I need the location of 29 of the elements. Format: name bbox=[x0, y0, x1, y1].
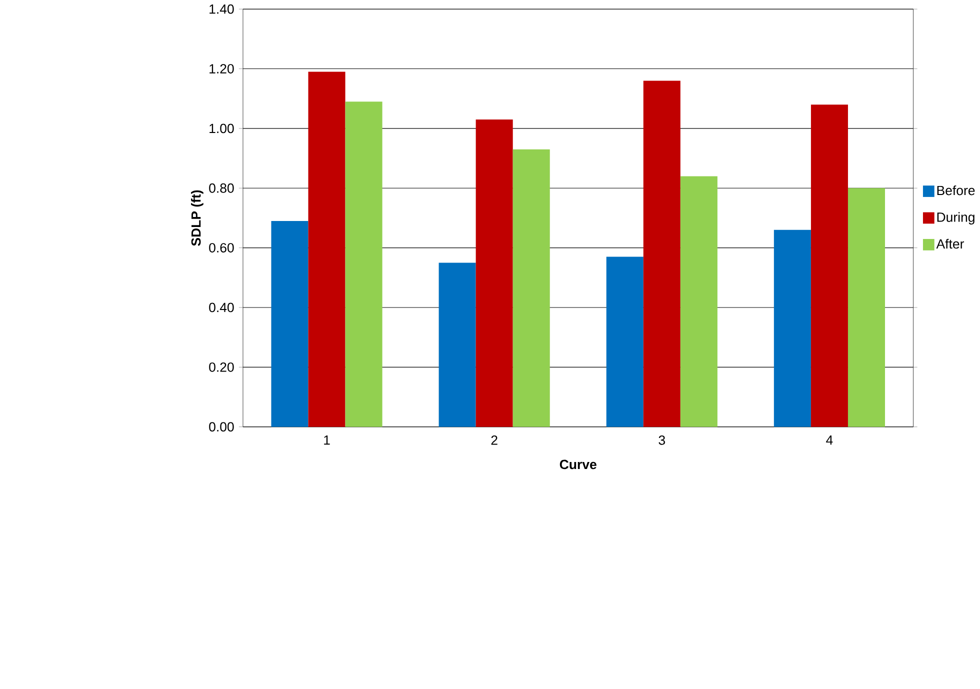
bar bbox=[810, 104, 848, 427]
y-tick-label: 1.00 bbox=[210, 124, 234, 133]
bar bbox=[476, 119, 513, 427]
x-tick-label: 3 bbox=[658, 435, 665, 445]
bar bbox=[271, 220, 308, 427]
x-axis-title: Curve bbox=[560, 460, 596, 469]
bar bbox=[512, 149, 550, 427]
y-tick-label: 1.20 bbox=[210, 64, 234, 74]
y-tick-label: 0.20 bbox=[209, 362, 234, 372]
legend-label: Before bbox=[937, 185, 975, 195]
y-tick-label: 0.60 bbox=[209, 242, 234, 252]
legend-label: During bbox=[937, 212, 974, 224]
x-tick-label: 1 bbox=[324, 435, 330, 444]
bar bbox=[774, 230, 811, 427]
bar bbox=[848, 188, 886, 427]
bar bbox=[680, 176, 718, 427]
bar bbox=[308, 72, 346, 427]
bar bbox=[643, 80, 680, 427]
x-tick-label: 4 bbox=[826, 435, 833, 444]
bar bbox=[438, 262, 476, 427]
y-tick-label: 0.80 bbox=[209, 183, 234, 193]
x-tick-label: 2 bbox=[491, 435, 498, 445]
y-axis-title: SDLP (ft) bbox=[191, 190, 204, 246]
y-tick-label: 1.40 bbox=[210, 4, 234, 14]
y-tick-label: 0.40 bbox=[209, 302, 234, 312]
bar bbox=[345, 101, 382, 427]
bar bbox=[606, 256, 644, 427]
y-tick-label: 0.00 bbox=[209, 422, 234, 432]
legend-label: After bbox=[936, 238, 964, 248]
